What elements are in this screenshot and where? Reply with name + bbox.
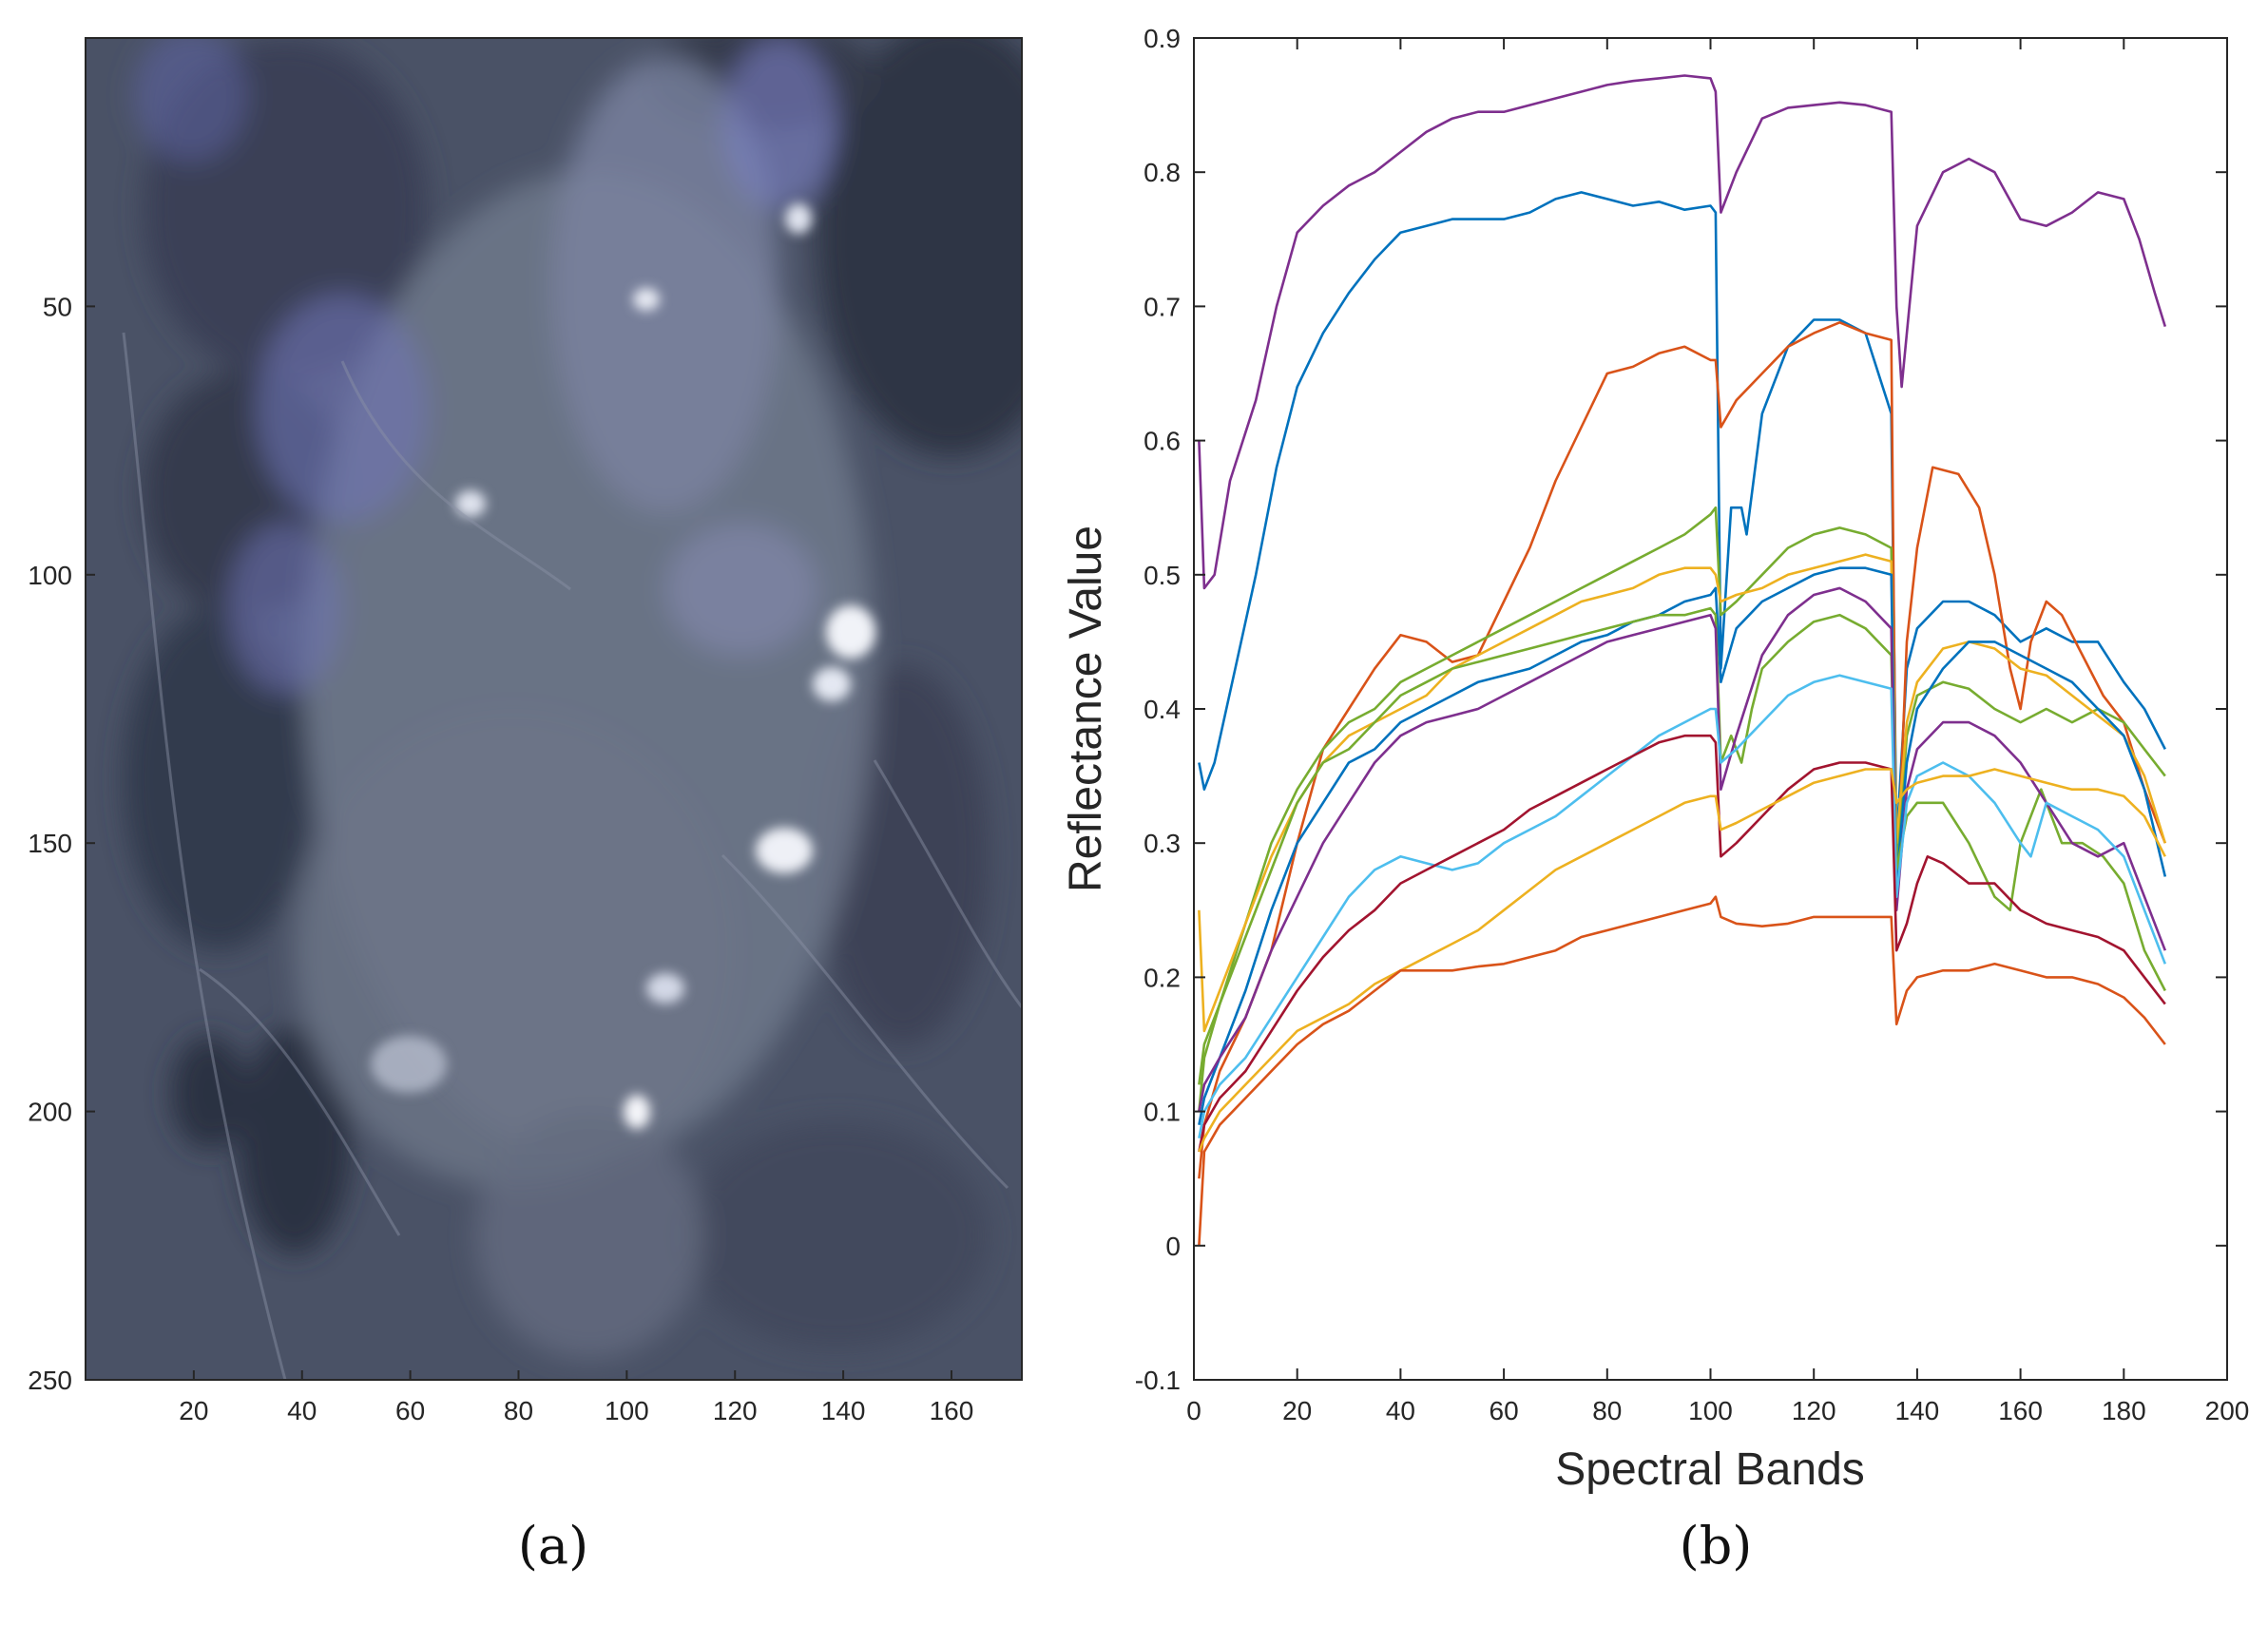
x-tick-label: 180 xyxy=(2102,1396,2146,1425)
image-x-tick-label: 80 xyxy=(504,1396,533,1425)
x-tick-label: 20 xyxy=(1282,1396,1312,1425)
y-axis: -0.1 0 0.1 0.2 0.3 0.4 0.5 0.6 0.7 0.8 0.9 xyxy=(1135,24,2227,1395)
spectral-series-line-1 xyxy=(1198,74,2167,590)
spectral-series-line-6 xyxy=(1198,566,2167,1125)
y-tick-label: 0.3 xyxy=(1144,829,1181,858)
image-x-tick-label: 100 xyxy=(605,1396,649,1425)
x-tick-label: 160 xyxy=(1998,1396,2043,1425)
image-x-tick-label: 40 xyxy=(287,1396,317,1425)
x-tick-label: 100 xyxy=(1688,1396,1733,1425)
y-tick-label: 0.5 xyxy=(1144,561,1181,590)
x-tick-label: 60 xyxy=(1490,1396,1519,1425)
image-y-tick-label: 100 xyxy=(28,561,72,590)
y-tick-label: 0.2 xyxy=(1144,963,1181,992)
x-tick-label: 140 xyxy=(1895,1396,1940,1425)
image-x-tick-label: 160 xyxy=(930,1396,974,1425)
spectral-series-line-12 xyxy=(1198,895,2166,1246)
x-axis-label: Spectral Bands xyxy=(1555,1444,1865,1495)
spectral-series-line-11 xyxy=(1198,768,2166,1153)
spectral-series-line-5 xyxy=(1198,553,2167,1033)
image-y-tick-label: 250 xyxy=(28,1366,72,1395)
image-y-tick-label: 50 xyxy=(43,292,72,321)
x-tick-label: 40 xyxy=(1386,1396,1415,1425)
image-x-tick-label: 120 xyxy=(713,1396,758,1425)
spectral-series-line-9 xyxy=(1198,674,2167,1139)
panel-a-image-plot: 20 40 60 80 100 120 140 160 50 100 150 200 250 (a) xyxy=(28,37,1023,1576)
y-tick-label: 0.6 xyxy=(1144,427,1181,456)
y-tick-label: 0.4 xyxy=(1144,695,1181,724)
image-y-tick-label: 150 xyxy=(28,829,72,858)
x-tick-label: 0 xyxy=(1186,1396,1201,1425)
spectral-series-line-4 xyxy=(1198,506,2166,1112)
y-tick-label: 0.8 xyxy=(1144,158,1181,187)
y-axis-label: Reflectance Value xyxy=(1061,526,1111,892)
spectral-series-line-8 xyxy=(1198,586,2167,1112)
x-tick-label: 200 xyxy=(2205,1396,2250,1425)
panel-a-caption: (a) xyxy=(518,1516,588,1576)
y-tick-label: 0.9 xyxy=(1144,24,1181,53)
spectral-series-line-3 xyxy=(1198,321,2167,1179)
hyperspectral-image xyxy=(86,38,1022,1380)
x-tick-label: 120 xyxy=(1792,1396,1836,1425)
spectral-series-line-7 xyxy=(1198,606,2166,1085)
panel-b-caption: (b) xyxy=(1680,1516,1753,1576)
image-x-tick-label: 20 xyxy=(179,1396,208,1425)
x-tick-label: 80 xyxy=(1592,1396,1622,1425)
y-tick-label: 0 xyxy=(1165,1232,1181,1261)
image-frame xyxy=(85,37,1023,1381)
panel-b-line-chart: 0 20 40 60 80 100 120 140 160 180 200 -0.100.10.20… xyxy=(1061,24,2249,1576)
image-y-axis: 50 100 150 200 250 xyxy=(28,292,95,1395)
y-tick-label: 0.7 xyxy=(1144,292,1181,321)
image-x-tick-label: 140 xyxy=(821,1396,866,1425)
image-y-tick-label: 200 xyxy=(28,1098,72,1127)
image-x-axis: 20 40 60 80 100 120 140 160 xyxy=(179,1370,973,1425)
y-tick-label: 0.1 xyxy=(1144,1098,1181,1127)
image-x-tick-label: 60 xyxy=(395,1396,425,1425)
spectral-series-line-2 xyxy=(1198,191,2166,845)
spectral-series-group xyxy=(1198,74,2167,1246)
y-tick-label: -0.1 xyxy=(1135,1366,1181,1395)
spectral-series-line-10 xyxy=(1198,734,2166,1153)
x-axis: 0 20 40 60 80 100 120 140 160 180 200 xyxy=(1186,38,2249,1425)
